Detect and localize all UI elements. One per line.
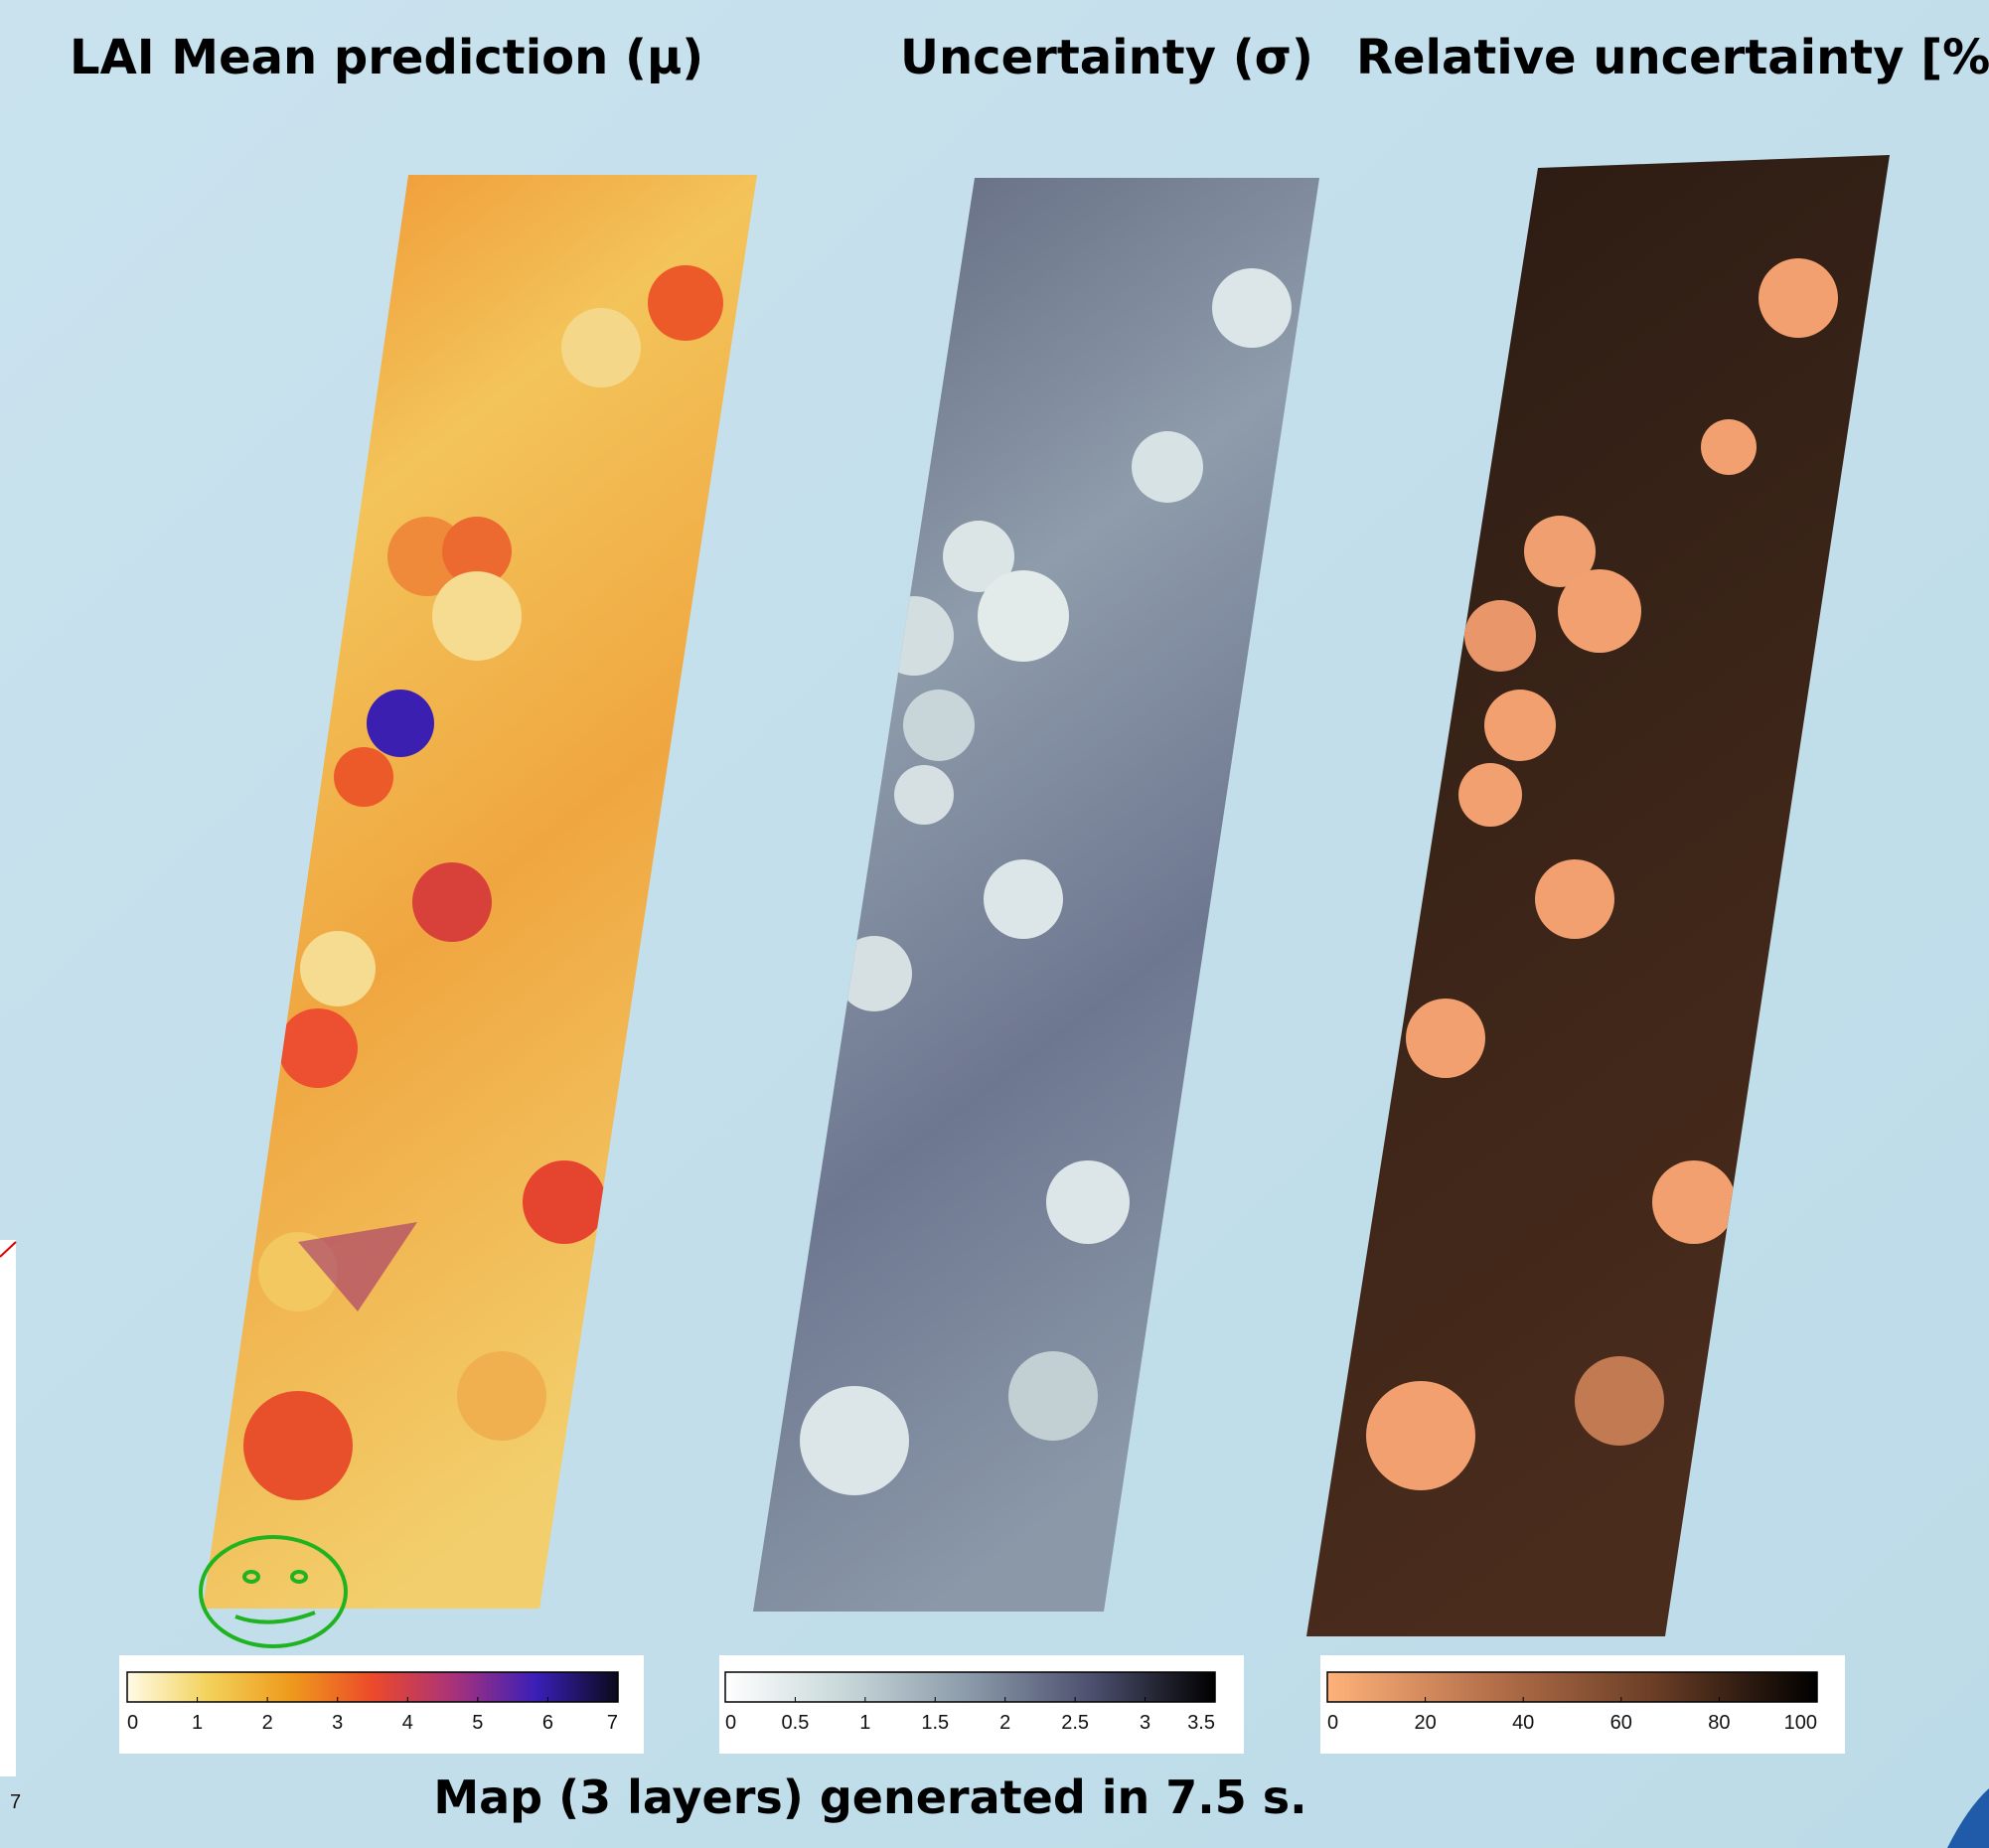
colorbar-tick-label: 7 xyxy=(607,1712,618,1734)
colorbar-tick-label: 1 xyxy=(192,1712,203,1734)
colorbar-tick-label: 4 xyxy=(402,1712,413,1734)
colorbar-box xyxy=(119,1655,644,1754)
colorbar-tick-label: 3 xyxy=(332,1712,343,1734)
colorbar-tick-label: 6 xyxy=(542,1712,553,1734)
caption: Map (3 layers) generated in 7.5 s. xyxy=(433,1771,1306,1824)
colorbar-tick-label: 5 xyxy=(472,1712,483,1734)
panel-title: Relative uncertainty [%] xyxy=(1356,30,1989,85)
colorbar-tick-label: 3.5 xyxy=(1187,1712,1215,1734)
colorbar-tick-label: 60 xyxy=(1610,1712,1632,1734)
colorbar-tick-label: 3 xyxy=(1140,1712,1150,1734)
colorbar-tick-label: 80 xyxy=(1708,1712,1730,1734)
colorbar-tick-label: 0 xyxy=(1327,1712,1338,1734)
left-fragment xyxy=(0,1240,16,1776)
panel-title: LAI Mean prediction (μ) xyxy=(70,30,703,85)
left-fragment-tick: 7 xyxy=(10,1791,21,1813)
colorbar-tick-label: 20 xyxy=(1414,1712,1436,1734)
colorbar-box xyxy=(719,1655,1244,1754)
colorbar-tick-label: 1 xyxy=(859,1712,870,1734)
slide: 7 LAI Mean prediction (μ) Uncertainty (σ… xyxy=(0,0,1989,1848)
colorbar-tick-label: 2.5 xyxy=(1061,1712,1089,1734)
panel-title: Uncertainty (σ) xyxy=(900,30,1313,85)
colorbar-tick-label: 2 xyxy=(999,1712,1010,1734)
colorbar-tick-label: 40 xyxy=(1512,1712,1534,1734)
colorbar-tick-label: 0.5 xyxy=(782,1712,810,1734)
colorbar-box xyxy=(1320,1655,1845,1754)
colorbar-tick-label: 1.5 xyxy=(921,1712,949,1734)
colorbar-tick-label: 100 xyxy=(1784,1712,1817,1734)
colorbar xyxy=(127,1672,618,1702)
colorbar xyxy=(725,1672,1215,1702)
colorbar xyxy=(1327,1672,1817,1702)
colorbar-tick-label: 0 xyxy=(725,1712,736,1734)
colorbar-tick-label: 0 xyxy=(127,1712,138,1734)
colorbar-tick-label: 2 xyxy=(262,1712,273,1734)
